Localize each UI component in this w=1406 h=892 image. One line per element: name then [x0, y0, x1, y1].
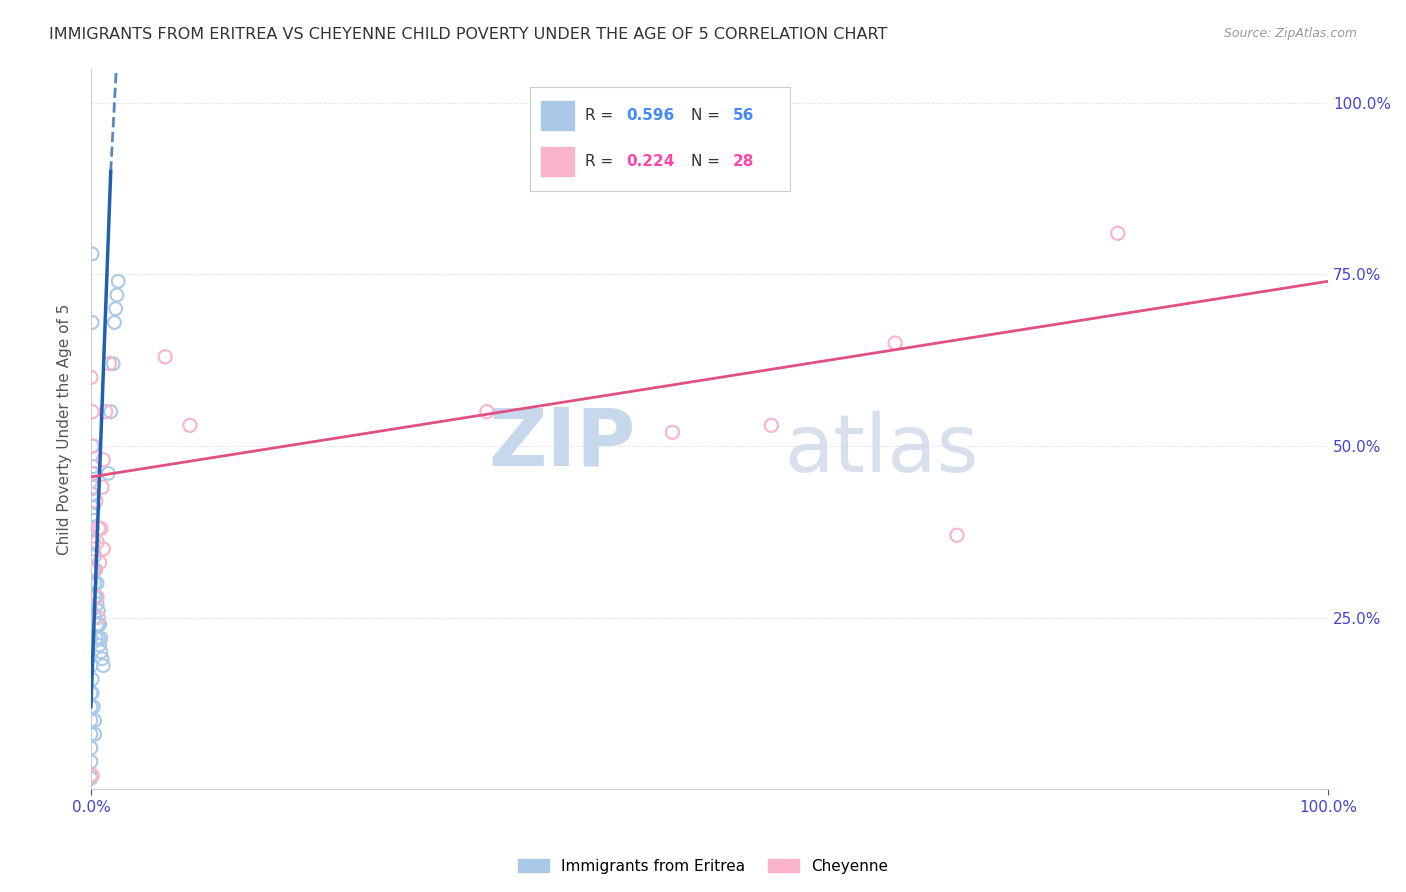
Point: [80, 741, 103, 756]
Point: [153, 350, 176, 364]
Point: [86, 590, 108, 604]
Point: [82, 541, 104, 556]
Point: [87, 521, 110, 535]
Point: [80, 714, 103, 728]
Point: [84, 494, 107, 508]
Text: IMMIGRANTS FROM ERITREA VS CHEYENNE CHILD POVERTY UNDER THE AGE OF 5 CORRELATION: IMMIGRANTS FROM ERITREA VS CHEYENNE CHIL…: [49, 27, 887, 42]
Point: [82, 500, 104, 515]
Y-axis label: Child Poverty Under the Age of 5: Child Poverty Under the Age of 5: [58, 303, 72, 555]
Point: [103, 357, 125, 371]
Point: [89, 638, 111, 652]
Point: [82, 405, 104, 419]
Point: [97, 467, 120, 481]
Point: [80, 768, 103, 782]
Point: [83, 467, 105, 481]
Point: [80, 549, 103, 563]
Point: [82, 439, 104, 453]
Point: [86, 576, 108, 591]
Point: [82, 508, 104, 522]
Point: [80, 576, 103, 591]
Point: [82, 673, 104, 687]
Point: [83, 727, 105, 741]
Point: [83, 562, 105, 576]
Point: [82, 247, 104, 261]
Point: [661, 425, 683, 440]
Text: atlas: atlas: [783, 411, 979, 490]
Point: [107, 274, 129, 288]
Point: [86, 617, 108, 632]
Point: [80, 686, 103, 700]
Point: [90, 521, 112, 535]
Point: [82, 459, 104, 474]
Point: [83, 549, 105, 563]
Point: [80, 604, 103, 618]
Point: [884, 336, 907, 351]
Text: Source: ZipAtlas.com: Source: ZipAtlas.com: [1223, 27, 1357, 40]
Point: [80, 370, 103, 384]
Point: [82, 439, 104, 453]
Point: [82, 315, 104, 329]
Point: [475, 405, 498, 419]
Point: [83, 714, 105, 728]
Point: [105, 288, 128, 302]
Point: [84, 631, 107, 645]
Point: [82, 768, 104, 782]
Point: [82, 699, 104, 714]
Point: [86, 597, 108, 611]
Point: [104, 301, 127, 316]
Point: [89, 617, 111, 632]
Point: [100, 405, 122, 419]
Legend: Immigrants from Eritrea, Cheyenne: Immigrants from Eritrea, Cheyenne: [512, 853, 894, 880]
Point: [80, 631, 103, 645]
Point: [87, 610, 110, 624]
Point: [83, 610, 105, 624]
Point: [80, 658, 103, 673]
Point: [90, 631, 112, 645]
Point: [80, 699, 103, 714]
Point: [1107, 226, 1129, 240]
Point: [82, 562, 104, 576]
Point: [80, 768, 103, 782]
Text: ZIP: ZIP: [488, 404, 636, 483]
Point: [82, 521, 104, 535]
Point: [946, 528, 969, 542]
Point: [82, 487, 104, 501]
Point: [87, 631, 110, 645]
Point: [84, 590, 107, 604]
Point: [80, 727, 103, 741]
Point: [103, 315, 125, 329]
Point: [82, 535, 104, 549]
Point: [82, 686, 104, 700]
Point: [83, 576, 105, 591]
Point: [82, 467, 104, 481]
Point: [98, 357, 121, 371]
Point: [91, 658, 114, 673]
Point: [91, 480, 114, 494]
Point: [94, 405, 117, 419]
Point: [82, 480, 104, 494]
Point: [87, 604, 110, 618]
Point: [84, 562, 107, 576]
Point: [87, 617, 110, 632]
Point: [91, 452, 114, 467]
Point: [83, 590, 105, 604]
Point: [761, 418, 783, 433]
Point: [91, 541, 114, 556]
Point: [80, 771, 103, 785]
Point: [86, 535, 108, 549]
Point: [179, 418, 201, 433]
Point: [89, 556, 111, 570]
Point: [80, 755, 103, 769]
Point: [91, 652, 114, 666]
Point: [90, 645, 112, 659]
